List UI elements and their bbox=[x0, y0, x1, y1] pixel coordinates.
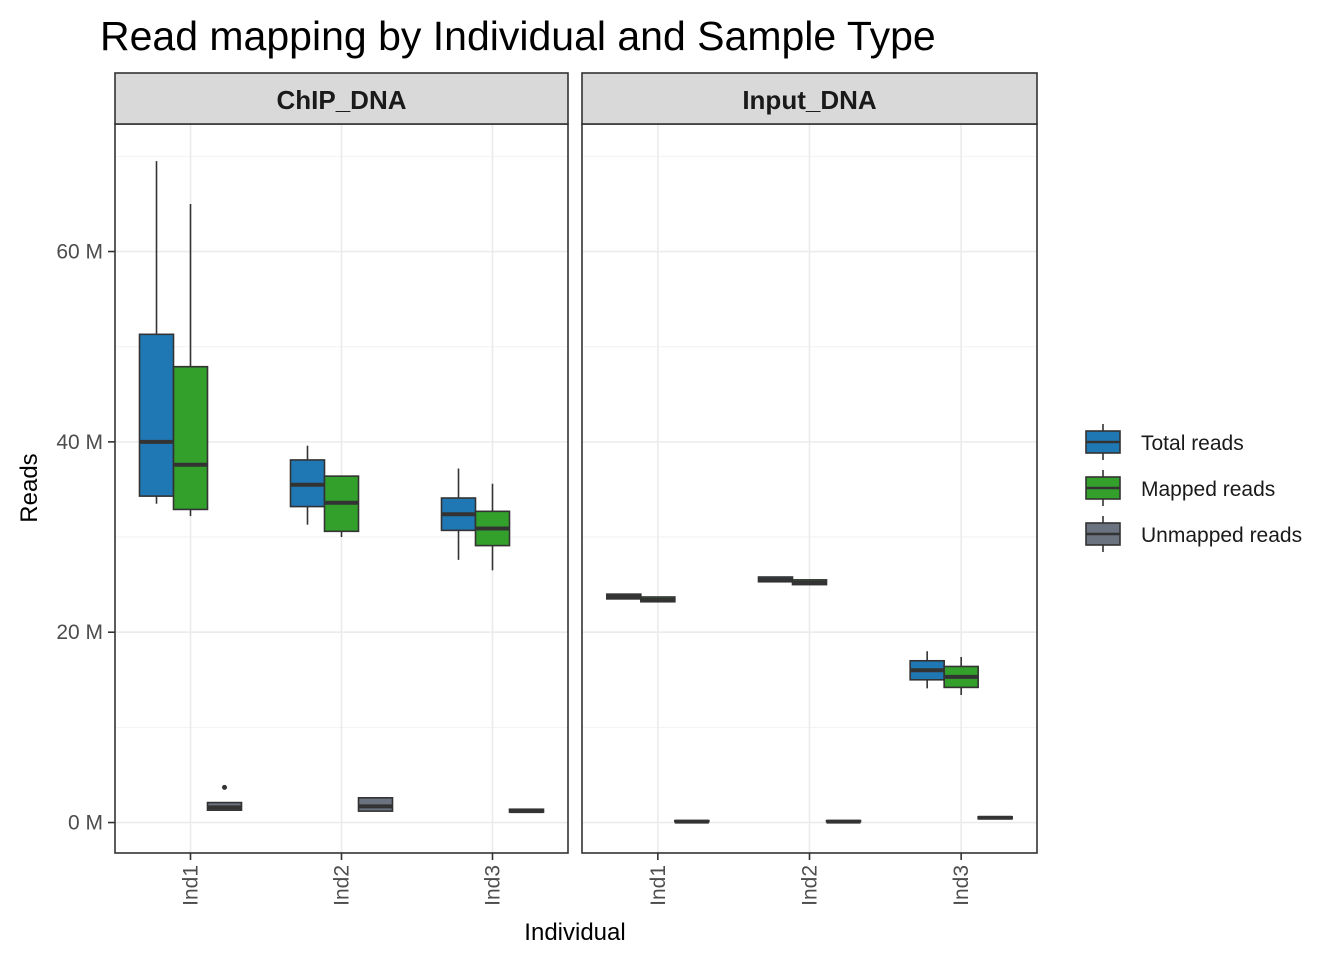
box-ind1-total-reads bbox=[138, 161, 175, 504]
box-body bbox=[138, 333, 175, 497]
facet-strip-label: Input_DNA bbox=[742, 85, 877, 115]
box-ind1-total-reads bbox=[606, 593, 642, 600]
y-tick-label: 60 M bbox=[56, 241, 103, 264]
legend-item-mapped-reads: Mapped reads bbox=[1085, 470, 1275, 506]
x-tick-label: Ind1 bbox=[180, 865, 203, 906]
box-outlier bbox=[222, 784, 227, 790]
x-tick-label: Ind1 bbox=[647, 865, 670, 906]
x-tick-label: Ind3 bbox=[950, 865, 973, 906]
x-tick-label: Ind2 bbox=[799, 865, 822, 906]
y-tick-label: 0 M bbox=[68, 812, 103, 835]
chart-title: Read mapping by Individual and Sample Ty… bbox=[100, 13, 936, 59]
x-tick-label: Ind2 bbox=[331, 865, 354, 906]
y-tick-label: 40 M bbox=[56, 431, 103, 454]
box-ind2-mapped-reads bbox=[323, 475, 360, 538]
facet-strip bbox=[114, 72, 569, 125]
legend-label: Mapped reads bbox=[1141, 478, 1275, 501]
box-ind3-unmapped-reads bbox=[508, 808, 545, 814]
box-ind3-unmapped-reads bbox=[977, 815, 1013, 820]
box-ind1-mapped-reads bbox=[172, 203, 209, 517]
box-ind1-mapped-reads bbox=[640, 596, 676, 603]
x-tick-label: Ind3 bbox=[482, 865, 505, 906]
box-ind2-unmapped-reads bbox=[825, 819, 862, 824]
legend-label: Unmapped reads bbox=[1141, 524, 1302, 547]
box-body bbox=[172, 365, 209, 511]
y-tick-label: 20 M bbox=[56, 621, 103, 644]
y-axis-label: Reads bbox=[16, 453, 43, 522]
box-ind2-unmapped-reads bbox=[357, 797, 394, 812]
box-ind2-mapped-reads bbox=[791, 579, 828, 586]
x-axis-label: Individual bbox=[524, 919, 625, 946]
facet-strip-label: ChIP_DNA bbox=[276, 85, 406, 115]
box-ind2-total-reads bbox=[289, 445, 326, 525]
y-axis: 0 M 20 M 40 M 60 M bbox=[56, 241, 115, 835]
box-ind1-unmapped-reads bbox=[674, 819, 710, 824]
box-ind1-unmapped-reads bbox=[206, 784, 243, 811]
facet-panel-input-dna: Input_DNA Ind1 Ind2 Ind3 bbox=[581, 72, 1038, 906]
box-ind2-total-reads bbox=[757, 576, 794, 583]
legend-label: Total reads bbox=[1141, 432, 1244, 455]
box-ind3-mapped-reads bbox=[943, 656, 979, 696]
box-ind3-mapped-reads bbox=[474, 483, 511, 571]
facet-strip bbox=[581, 72, 1038, 125]
legend-item-unmapped-reads: Unmapped reads bbox=[1085, 516, 1302, 552]
facet-panel-chip-dna: ChIP_DNA Ind1 Ind2 Ind3 bbox=[114, 72, 569, 906]
legend-item-total-reads: Total reads bbox=[1085, 424, 1244, 460]
legend: Total reads Mapped reads Unmapped reads bbox=[1085, 424, 1302, 552]
